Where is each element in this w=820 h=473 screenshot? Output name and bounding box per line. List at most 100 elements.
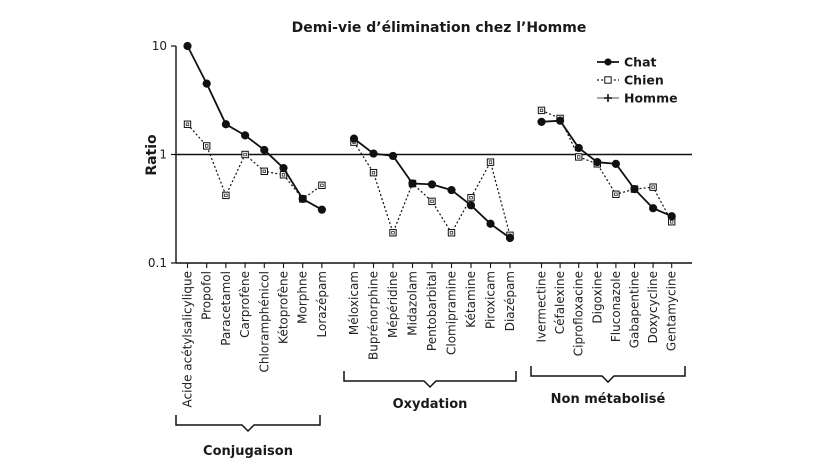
- data-point-chat: [317, 205, 326, 214]
- group-label: Oxydation: [393, 397, 468, 412]
- data-point-chien-inner: [224, 193, 228, 198]
- data-point-chat: [537, 117, 546, 126]
- data-point-chien-inner: [651, 185, 655, 189]
- category-label: Buprénorphine: [367, 271, 381, 360]
- data-point-chien: [389, 229, 397, 237]
- category-label: Doxycycline: [646, 271, 660, 343]
- data-point-chien: [241, 150, 249, 159]
- group-bracket: [343, 371, 517, 389]
- category-label: Pentobarbital: [425, 271, 439, 351]
- data-point-chat: [486, 219, 495, 228]
- data-point-chien: [575, 153, 583, 161]
- data-point-chien: [467, 193, 475, 202]
- y-tick-label: 10: [152, 39, 167, 53]
- category-label: Propofol: [200, 271, 214, 320]
- category-label: Piroxicam: [484, 271, 498, 329]
- data-point-chien: [447, 229, 456, 237]
- data-point-chat: [388, 151, 398, 161]
- category-label: Diazépam: [503, 271, 517, 331]
- data-point-chien: [222, 191, 230, 200]
- data-point-chien-inner: [262, 169, 266, 173]
- data-point-chat: [408, 179, 417, 188]
- data-point-chat: [630, 184, 639, 194]
- data-point-chien-inner: [391, 231, 395, 235]
- series-line-chat: [186, 45, 323, 211]
- data-point-chien-inner: [430, 199, 434, 204]
- data-point-chien-inner: [281, 173, 286, 177]
- y-tick-label: 1: [159, 148, 167, 162]
- category-label: Kétamine: [464, 271, 478, 328]
- data-point-chat: [593, 158, 602, 167]
- y-tick-label: 0.1: [148, 256, 167, 270]
- series-layer: [183, 41, 676, 243]
- legend-label: Homme: [624, 91, 678, 106]
- category-label: Morphne: [296, 271, 310, 324]
- category-label: Carprofène: [238, 271, 252, 338]
- data-point-chien-inner: [577, 155, 581, 159]
- data-point-chien-inner: [243, 152, 247, 157]
- data-point-chat: [183, 41, 192, 51]
- category-label: Ciprofloxacine: [572, 271, 586, 356]
- category-label: Lorazépam: [315, 271, 329, 337]
- data-point-chat: [649, 204, 658, 213]
- data-point-chien-inner: [469, 196, 473, 200]
- category-label: Méloxicam: [347, 271, 361, 335]
- category-label: Chloramphénicol: [257, 271, 271, 372]
- data-point-chien: [369, 168, 378, 177]
- data-point-chat: [427, 180, 437, 189]
- data-point-chat: [667, 212, 676, 221]
- category-label: Fluconazole: [609, 271, 623, 342]
- category-label: Ivermectine: [535, 271, 549, 342]
- series-line-chien: [353, 141, 511, 236]
- data-point-chien-inner: [488, 160, 493, 164]
- category-label: Digoxine: [590, 271, 604, 324]
- data-point-chien: [183, 120, 192, 128]
- data-point-chien-inner: [371, 171, 376, 175]
- legend-label: Chat: [624, 55, 657, 70]
- data-point-chien-inner: [185, 122, 190, 126]
- series-line-chat: [541, 119, 673, 218]
- category-label: Acide acétylsalicylique: [181, 271, 195, 407]
- data-point-chien: [318, 181, 326, 190]
- legend: Chat Chien Homme: [597, 55, 678, 106]
- data-point-chien: [203, 142, 211, 150]
- data-point-chien-inner: [539, 108, 544, 113]
- data-point-chien: [428, 197, 436, 206]
- category-label: Gabapentine: [628, 271, 642, 348]
- legend-marker-chien: [604, 76, 612, 84]
- chart-title: Demi-vie d’élimination chez l’Homme: [292, 20, 587, 36]
- y-axis-label: Ratio: [144, 134, 160, 176]
- data-point-chat: [611, 159, 621, 168]
- category-label: Clomipramine: [445, 271, 459, 355]
- data-point-chien-inner: [670, 220, 674, 224]
- legend-marker-chat: [604, 58, 612, 66]
- data-point-chat: [202, 79, 211, 88]
- data-point-chat: [279, 163, 288, 173]
- data-point-chat: [260, 145, 269, 155]
- data-point-chat: [505, 233, 515, 243]
- data-point-chat: [349, 134, 359, 143]
- data-point-chien: [649, 183, 657, 191]
- data-point-chat: [369, 149, 378, 158]
- legend-marker-homme: [604, 94, 612, 102]
- group-bracket: [175, 415, 321, 433]
- category-label: Midazolam: [406, 271, 420, 336]
- category-label: Paracetamol: [219, 271, 233, 346]
- data-point-chat: [574, 143, 583, 153]
- data-point-chien: [537, 106, 546, 115]
- group-label: Conjugaison: [203, 444, 293, 459]
- category-labels: Acide acétylsalicylique Propofol Paracetam…: [181, 263, 679, 407]
- category-label: Kétoprofène: [277, 271, 291, 344]
- data-point-chat: [298, 194, 307, 203]
- group-label: Non métabolisé: [551, 392, 666, 407]
- legend-label: Chien: [624, 73, 664, 88]
- data-point-chat: [466, 201, 476, 210]
- data-point-chien-inner: [205, 144, 209, 148]
- category-label: Mépéridine: [386, 271, 400, 338]
- category-label: Céfalexine: [553, 271, 567, 334]
- data-point-chien-inner: [320, 183, 324, 187]
- data-point-chat: [447, 185, 456, 195]
- data-point-chat: [556, 116, 565, 125]
- group-bracket: [530, 366, 686, 384]
